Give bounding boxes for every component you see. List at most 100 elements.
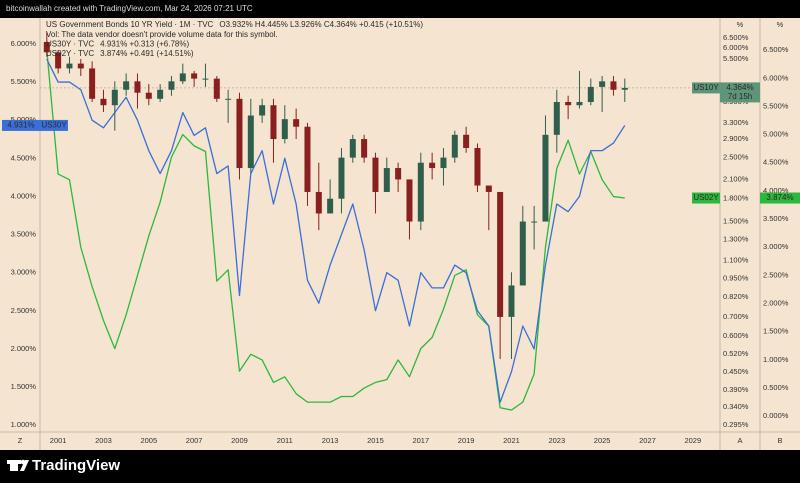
candle-body (145, 92, 152, 99)
candle-body (55, 52, 62, 69)
candle-body (451, 134, 458, 158)
line-series (46, 58, 626, 403)
legend-ohlc: O3.932% H4.445% L3.926% C4.364% +0.415 (… (219, 20, 423, 29)
x-tick-label: 2007 (186, 436, 203, 445)
x-tick-label: 2017 (412, 436, 429, 445)
candle-body (202, 78, 209, 80)
chart-background (0, 18, 800, 450)
legend-label: US30Y · TVC (46, 40, 94, 49)
y-tick-label: 0.600% (723, 331, 749, 340)
y-tick-label: 2.500% (11, 306, 37, 315)
y-tick-label: 3.300% (723, 118, 749, 127)
candle-body (508, 285, 515, 317)
candle-body (531, 221, 538, 223)
candle-body (621, 87, 628, 90)
x-tick-label: 2013 (322, 436, 339, 445)
candle-body (43, 41, 50, 53)
candle-body (66, 63, 73, 69)
candle-body (327, 198, 334, 214)
y-tick-label: 0.500% (763, 383, 789, 392)
y-tick-label: 0.450% (723, 367, 749, 376)
price-badge (760, 192, 800, 204)
candle-body (587, 86, 594, 102)
candle-body (440, 157, 447, 169)
y-tick-label: 1.300% (723, 234, 749, 243)
candle-body (315, 191, 322, 214)
x-tick-label: 2001 (50, 436, 67, 445)
candle-body (100, 98, 107, 106)
y-tick-label: 6.500% (723, 33, 749, 42)
candle-body (497, 191, 504, 317)
candle-body (123, 81, 130, 90)
y-tick-label: 4.500% (763, 158, 789, 167)
line-series (46, 50, 625, 411)
candle-body (338, 157, 345, 199)
y-tick-label: 0.390% (723, 385, 749, 394)
x-tick-label: 2023 (548, 436, 565, 445)
candle-body (247, 115, 254, 169)
symbol-badge-label: US30Y (41, 121, 67, 130)
x-tick-label: 2011 (277, 436, 293, 445)
y-tick-label: 5.500% (723, 54, 749, 63)
candle-body (610, 81, 617, 90)
price-badge (720, 82, 760, 103)
candle-body (213, 78, 220, 99)
plot-area (40, 32, 720, 411)
candle-body (168, 81, 175, 90)
candle-body (463, 134, 470, 148)
candle-body (429, 162, 436, 169)
y-tick-label: 3.000% (11, 268, 37, 277)
candle-body (157, 89, 164, 99)
y-tick-label: 1.100% (723, 255, 749, 264)
scale-label[interactable]: Z (18, 436, 23, 445)
bar-countdown: 7d 15h (728, 92, 752, 101)
candle-body (576, 101, 583, 106)
candle-body (599, 81, 606, 87)
x-tick-label: 2029 (684, 436, 701, 445)
candle-body (304, 126, 311, 192)
y-tick-label: 2.500% (723, 153, 749, 162)
y-tick-label: 2.100% (723, 174, 749, 183)
y-tick-label: 1.000% (11, 420, 37, 429)
x-tick-label: 2005 (140, 436, 157, 445)
y-tick-label: 2.500% (763, 270, 789, 279)
candle-body (259, 105, 266, 116)
y-tick-label: 0.295% (723, 420, 749, 429)
candle-body (270, 105, 277, 140)
y-tick-label: 5.500% (763, 101, 789, 110)
candle-body (191, 73, 198, 79)
legend-values: 3.874% +0.491 (+14.51%) (100, 49, 194, 58)
scale-label[interactable]: A (737, 436, 742, 445)
volume-note: Vol: The data vendor doesn't provide vol… (46, 30, 278, 39)
banner: bitcoinwallah created with TradingView.c… (6, 4, 253, 13)
price-badge-label: 4.364% (726, 83, 753, 92)
candle-body (77, 63, 84, 69)
candle-body (485, 185, 492, 192)
y-tick-label: 6.000% (763, 73, 789, 82)
candle-body (236, 98, 243, 169)
symbol-badge-label: US10Y (693, 83, 719, 92)
price-badge (2, 119, 40, 131)
y-tick-label: 3.500% (763, 214, 789, 223)
axis-header: % (777, 20, 784, 29)
symbol-badge (40, 119, 68, 131)
candle-body (474, 147, 481, 186)
candle-body (565, 101, 572, 106)
candle-body (134, 81, 141, 93)
y-tick-label: 1.500% (11, 382, 37, 391)
y-tick-label: 4.000% (11, 191, 37, 200)
axis-header: % (737, 20, 744, 29)
candle-body (225, 98, 232, 100)
symbol-badge (692, 82, 720, 94)
candle-body (395, 168, 402, 180)
y-tick-label: 1.000% (763, 355, 789, 364)
y-tick-label: 0.820% (723, 292, 749, 301)
y-tick-label: 0.520% (723, 349, 749, 358)
y-tick-label: 2.900% (723, 134, 749, 143)
candle-body (361, 139, 368, 158)
legend-label: US02Y · TVC (46, 49, 94, 58)
y-tick-label: 3.000% (763, 242, 789, 251)
candle-body (349, 139, 356, 158)
scale-label[interactable]: B (777, 436, 782, 445)
